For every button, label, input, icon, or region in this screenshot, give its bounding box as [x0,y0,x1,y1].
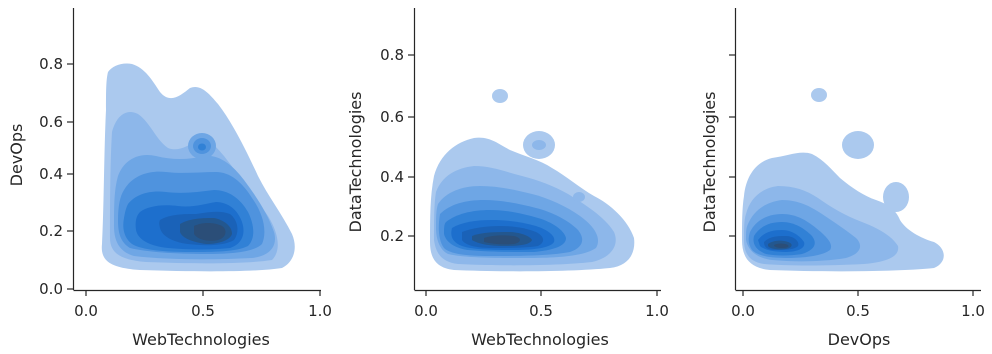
panel-2-x-tick-label: 1.0 [645,302,669,320]
panel-2-y-tick-label: 0.6 [380,108,404,126]
panel-1-contour-level-9 [194,223,226,241]
panel-3-y-ticks [729,54,735,237]
panel-2-contour-mode-inner [532,140,546,150]
panel-2: 0.0 0.5 1.0 0.2 0.4 0.6 0.8 WebTechnolog… [346,8,669,349]
panel-2-y-ticks [408,54,414,237]
panel-2-contour-small-bump [573,192,585,202]
panel-3-contour-small-mode [811,88,827,102]
panel-2-y-axis-label: DataTechnologies [346,92,365,233]
panel-2-x-axis-label: WebTechnologies [471,330,609,349]
panel-3-x-tick-label: 0.0 [731,302,755,320]
panel-1-y-tick-label: 0.0 [39,280,63,298]
panel-3-density-contours [742,88,944,272]
panel-2-y-tick-label: 0.4 [380,168,404,186]
panel-2-contour-level-9 [484,235,520,245]
panel-3-contour-mode-outer [842,131,874,159]
panel-3-x-tick-label: 1.0 [961,302,985,320]
panel-2-y-tick-label: 0.8 [380,46,404,64]
panel-1-y-tick-label: 0.6 [39,113,63,131]
panel-2-contour-small-mode [492,89,508,103]
panel-3-contour-level-9 [774,243,789,248]
panel-2-y-tick-label: 0.2 [380,227,404,245]
panel-3-y-axis-label: DataTechnologies [700,92,719,233]
panel-1-y-tick-label: 0.4 [39,165,63,183]
panel-1-y-tick-label: 0.2 [39,222,63,240]
panel-1-x-tick-label: 1.0 [308,302,332,320]
panel-2-x-tick-label: 0.0 [414,302,438,320]
panel-3-contour-bump [883,182,909,212]
panel-2-density-contours [430,89,635,272]
panel-3-x-tick-label: 0.5 [846,302,870,320]
panel-1-x-tick-label: 0.5 [191,302,215,320]
panel-1-y-axis-label: DevOps [7,124,26,187]
panel-2-x-ticks [425,290,658,296]
panel-3-x-ticks [742,290,974,296]
panel-1-x-ticks [85,290,321,296]
panel-1-y-ticks [67,63,73,290]
panel-1-x-axis-label: WebTechnologies [132,330,270,349]
panel-1-x-tick-label: 0.0 [74,302,98,320]
panel-3-x-axis-label: DevOps [828,330,891,349]
panel-1-y-tick-label: 0.8 [39,55,63,73]
panel-2-x-tick-label: 0.5 [529,302,553,320]
panel-1: 0.0 0.5 1.0 0.0 0.2 0.4 0.6 0.8 WebTechn… [7,8,332,349]
panel-1-density-contours [101,63,295,272]
panel-1-contour-mode-2-core [198,143,206,151]
panel-3: 0.0 0.5 1.0 DevOps DataTechnologies [700,8,985,349]
